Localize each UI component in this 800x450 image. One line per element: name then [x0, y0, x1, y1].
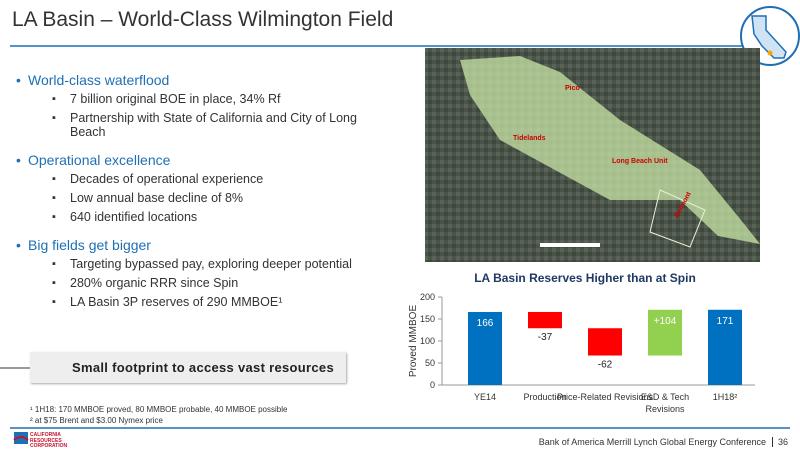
- bar: [528, 311, 562, 329]
- y-tick-label: 50: [425, 358, 435, 368]
- bullet-item: Low annual base decline of 8%: [48, 191, 388, 205]
- callout-text: Small footprint to access vast resources: [72, 360, 334, 375]
- bullet-item: Decades of operational experience: [48, 172, 388, 186]
- value-label: -62: [598, 360, 613, 371]
- bullet-item: 7 billion original BOE in place, 34% Rf: [48, 92, 388, 106]
- bullet-item: 280% organic RRR since Spin: [48, 276, 388, 290]
- x-tick-label: 1H18²: [713, 392, 738, 402]
- y-tick-label: 150: [420, 314, 435, 324]
- bar: [588, 328, 622, 356]
- x-tick-label: Price-Related Revisions: [557, 392, 654, 402]
- bullet-item: Targeting bypassed pay, exploring deeper…: [48, 257, 388, 271]
- footnote: ¹ 1H18: 170 MMBOE proved, 80 MMBOE proba…: [30, 405, 288, 414]
- page-number: 36: [771, 437, 788, 447]
- logo: CALIFORNIA RESOURCES CORPORATION: [30, 432, 68, 450]
- y-tick-label: 200: [420, 292, 435, 302]
- callout: Small footprint to access vast resources: [30, 352, 346, 383]
- value-label: 171: [717, 316, 734, 327]
- bullet-item: 640 identified locations: [48, 210, 388, 224]
- section-heading: World-class waterflood: [16, 72, 388, 88]
- logo-text: CORPORATION: [30, 443, 68, 449]
- section: World-class waterflood 7 billion original…: [16, 72, 388, 139]
- y-tick-label: 0: [430, 380, 435, 390]
- bullet-item: Partnership with State of California and…: [48, 111, 388, 139]
- footnote: ² at $75 Brent and $3.00 Nymex price: [30, 416, 163, 425]
- chart-title: LA Basin Reserves Higher than at Spin: [474, 271, 696, 285]
- bar: [648, 309, 682, 356]
- map: [425, 48, 760, 262]
- map-label: Tidelands: [513, 135, 546, 142]
- footnotes: ¹ 1H18: 170 MMBOE proved, 80 MMBOE proba…: [30, 404, 287, 426]
- conference: Bank of America Merrill Lynch Global Ene…: [538, 437, 766, 447]
- footer: Bank of America Merrill Lynch Global Ene…: [539, 437, 788, 447]
- slide-title: LA Basin – World-Class Wilmington Field: [12, 8, 394, 31]
- x-tick-label: Production: [523, 392, 566, 402]
- section-heading: Big fields get bigger: [16, 237, 388, 253]
- y-tick-label: 100: [420, 336, 435, 346]
- logo-text: RESOURCES: [30, 437, 62, 444]
- x-tick-label: YE14: [474, 392, 496, 402]
- section-heading: Operational excellence: [16, 152, 388, 168]
- chart: LA Basin Reserves Higher than at Spin Pr…: [408, 271, 755, 414]
- bar: [708, 309, 742, 385]
- section: Big fields get bigger Targeting bypassed …: [16, 237, 388, 309]
- x-tick-label: E&D & Tech Revisions: [641, 392, 689, 414]
- value-label: +104: [654, 316, 677, 327]
- bullet-list: World-class waterflood 7 billion original…: [16, 72, 388, 322]
- logo-text: CALIFORNIA: [30, 432, 61, 438]
- map-label: Long Beach Unit: [612, 158, 668, 165]
- section: Operational excellence Decades of operati…: [16, 152, 388, 224]
- map-label: Pico: [565, 85, 580, 92]
- value-label: -37: [538, 332, 553, 343]
- value-label: 166: [477, 318, 494, 329]
- y-axis-label: Proved MMBOE: [408, 305, 419, 378]
- bar: [468, 311, 502, 385]
- bullet-item: LA Basin 3P reserves of 290 MMBOE¹: [48, 295, 388, 309]
